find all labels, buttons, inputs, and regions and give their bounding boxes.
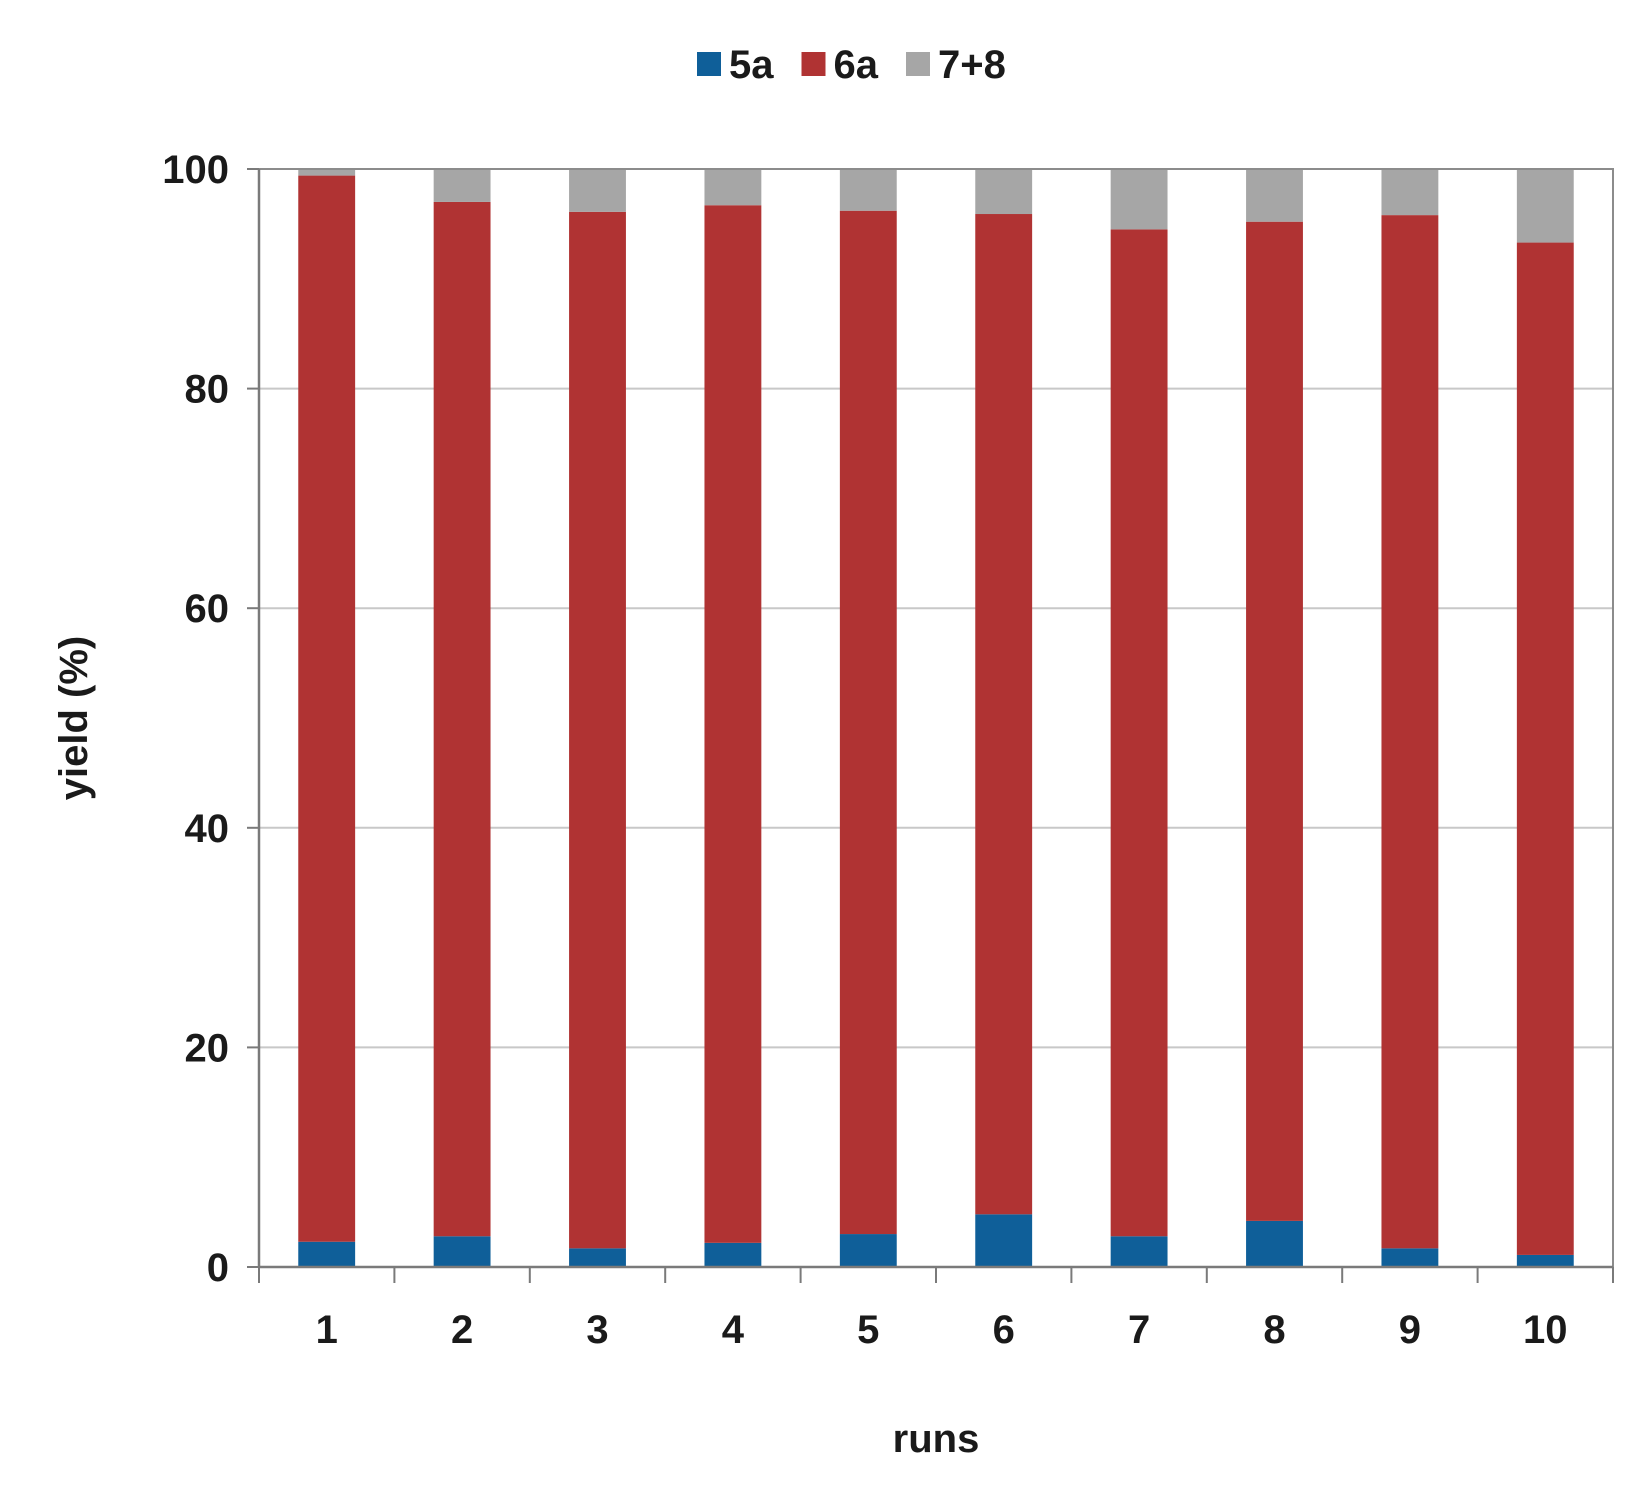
x-tick-label: 3 <box>586 1308 608 1352</box>
y-tick-label: 20 <box>185 1026 230 1070</box>
bar-segment-5a-run-3 <box>569 1248 626 1267</box>
bars <box>298 169 1574 1267</box>
legend-label: 6a <box>834 43 879 87</box>
x-tick-label: 6 <box>993 1308 1015 1352</box>
bar-segment-5a-run-10 <box>1516 1254 1574 1267</box>
y-tick-label: 100 <box>162 148 229 192</box>
x-tick-label: 7 <box>1128 1308 1150 1352</box>
legend: 5a 6a 7+8 <box>697 43 1006 87</box>
x-tick-label: 8 <box>1263 1308 1285 1352</box>
y-axis-ticks: 0 20 40 60 80 100 <box>162 148 259 1290</box>
bar-segment-6a-run-10 <box>1516 242 1574 1255</box>
bar-segment-5a-run-7 <box>1110 1236 1168 1267</box>
x-tick-label: 5 <box>857 1308 879 1352</box>
y-tick-label: 80 <box>185 368 230 412</box>
bar-segment-5a-run-9 <box>1381 1248 1439 1267</box>
bar-segment-5a-run-2 <box>433 1236 491 1267</box>
legend-swatch-6a <box>801 52 826 76</box>
bar-segment-6a-run-6 <box>975 214 1033 1215</box>
y-tick-label: 60 <box>185 587 230 631</box>
x-axis-ticks: 1 2 3 4 5 6 7 8 9 10 <box>258 1267 1614 1352</box>
bar-segment-6a-run-2 <box>433 201 491 1237</box>
bar-segment-78-run-1 <box>298 169 356 176</box>
x-tick-label: 2 <box>451 1308 473 1352</box>
legend-swatch-5a <box>697 52 721 76</box>
bar-segment-78-run-3 <box>569 169 626 212</box>
bar-segment-78-run-2 <box>433 169 491 202</box>
bar-segment-78-run-5 <box>839 169 897 211</box>
bar-segment-6a-run-3 <box>569 211 626 1249</box>
bar-segment-5a-run-6 <box>975 1214 1033 1267</box>
bar-segment-6a-run-5 <box>839 210 897 1235</box>
bar-segment-78-run-6 <box>975 169 1033 215</box>
bar-segment-78-run-9 <box>1381 169 1439 216</box>
legend-label: 7+8 <box>938 43 1006 87</box>
bar-segment-6a-run-4 <box>704 205 762 1243</box>
y-tick-label: 0 <box>207 1246 229 1290</box>
bar-segment-5a-run-1 <box>298 1241 356 1267</box>
bar-segment-6a-run-7 <box>1110 229 1168 1237</box>
bar-segment-6a-run-9 <box>1381 215 1439 1249</box>
x-tick-label: 10 <box>1523 1308 1568 1352</box>
x-axis-title: runs <box>893 1417 980 1461</box>
x-tick-label: 1 <box>316 1308 338 1352</box>
bar-segment-78-run-8 <box>1246 169 1303 222</box>
y-tick-label: 40 <box>185 807 230 851</box>
bar-segment-6a-run-1 <box>298 175 356 1242</box>
bar-segment-6a-run-8 <box>1246 221 1303 1221</box>
bar-segment-5a-run-8 <box>1246 1220 1303 1267</box>
bar-segment-78-run-4 <box>704 169 762 206</box>
bar-segment-5a-run-5 <box>839 1234 897 1267</box>
x-tick-label: 4 <box>722 1308 745 1352</box>
y-axis-title: yield (%) <box>52 636 96 800</box>
x-tick-label: 9 <box>1399 1308 1421 1352</box>
bar-segment-78-run-10 <box>1516 169 1574 243</box>
bar-segment-5a-run-4 <box>704 1242 762 1267</box>
bar-segment-78-run-7 <box>1110 169 1168 230</box>
legend-swatch-78 <box>906 52 930 76</box>
legend-label: 5a <box>729 43 774 87</box>
